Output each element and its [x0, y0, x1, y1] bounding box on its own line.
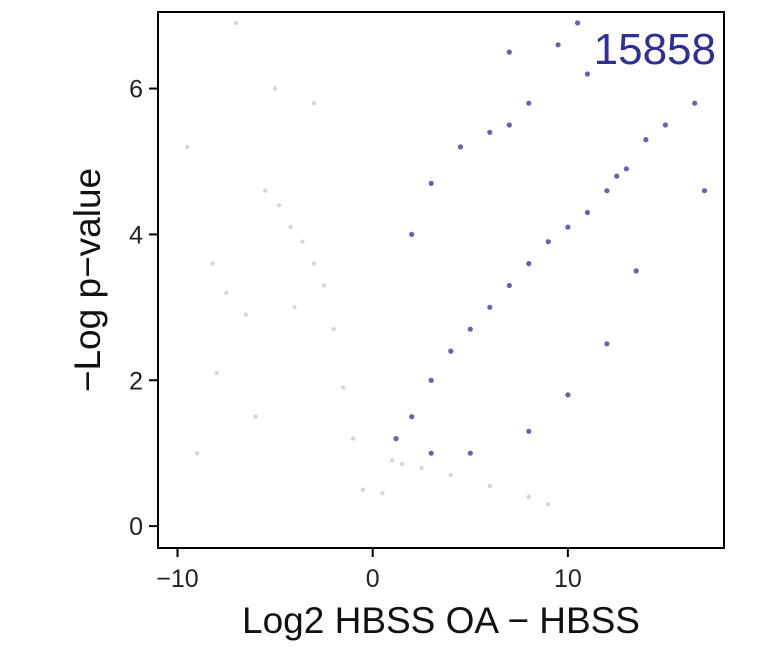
significant-point [584, 71, 591, 77]
scatter-points [185, 20, 708, 507]
nonsignificant-point [214, 370, 219, 376]
significant-point [487, 304, 493, 310]
y-axis-label: −Log p−value [67, 168, 108, 392]
significant-point [467, 326, 473, 332]
y-tick-label: 0 [129, 513, 143, 541]
y-tick-label: 4 [129, 221, 143, 249]
significant-point [565, 392, 571, 398]
y-tick-label: 2 [129, 367, 143, 395]
significant-point [633, 268, 639, 274]
significant-point [487, 129, 493, 135]
y-tick-label: 6 [129, 76, 143, 104]
significant-point [614, 173, 620, 179]
nonsignificant-point [311, 101, 317, 106]
significant-point [506, 49, 512, 55]
x-tick-label: 0 [366, 565, 380, 593]
significant-count-label: 15858 [594, 25, 716, 74]
nonsignificant-point [253, 414, 258, 419]
significant-point [467, 450, 473, 456]
nonsignificant-point [341, 385, 346, 390]
nonsignificant-point [448, 472, 453, 478]
nonsignificant-point [272, 86, 278, 91]
nonsignificant-point [243, 312, 248, 317]
nonsignificant-point [224, 290, 229, 295]
nonsignificant-point [300, 239, 305, 244]
x-tick-label: −10 [156, 565, 198, 593]
significant-point [575, 20, 581, 26]
significant-point [604, 188, 610, 194]
significant-point [662, 122, 669, 128]
significant-point [555, 42, 561, 48]
nonsignificant-point [233, 20, 239, 26]
nonsignificant-point [210, 261, 215, 266]
significant-point [428, 180, 434, 186]
nonsignificant-point [311, 261, 317, 266]
significant-point [526, 428, 532, 434]
x-tick-label: 10 [554, 565, 582, 593]
significant-point [448, 348, 454, 354]
nonsignificant-point [399, 461, 405, 467]
nonsignificant-point [546, 502, 551, 507]
significant-point [623, 166, 630, 172]
significant-point [545, 239, 551, 245]
nonsignificant-point [419, 465, 424, 470]
significant-point [526, 261, 532, 267]
significant-point [457, 144, 464, 150]
nonsignificant-point [194, 451, 200, 456]
nonsignificant-point [380, 491, 385, 496]
nonsignificant-point [292, 305, 297, 310]
nonsignificant-point [263, 188, 268, 193]
nonsignificant-point [331, 327, 336, 332]
nonsignificant-point [185, 144, 190, 150]
significant-point [565, 224, 571, 230]
significant-point [643, 137, 649, 143]
significant-point [526, 100, 532, 106]
x-axis-label: Log2 HBSS OA − HBSS [242, 600, 640, 641]
nonsignificant-point [487, 483, 492, 489]
nonsignificant-point [321, 283, 327, 288]
significant-point [428, 377, 434, 383]
significant-point [409, 414, 415, 420]
plot-frame [157, 11, 725, 549]
significant-point [428, 450, 434, 456]
nonsignificant-point [276, 203, 282, 208]
nonsignificant-point [288, 224, 293, 230]
significant-point [692, 100, 698, 106]
axis-ticks: −10 0 10 0 2 4 6 [129, 76, 582, 593]
significant-point [393, 436, 399, 442]
nonsignificant-point [390, 458, 395, 463]
significant-point [604, 341, 610, 347]
nonsignificant-point [351, 436, 356, 441]
significant-point [584, 209, 591, 216]
significant-point [409, 231, 415, 237]
significant-point [506, 282, 512, 289]
nonsignificant-point [360, 487, 366, 492]
nonsignificant-point [526, 494, 531, 500]
significant-point [506, 122, 512, 128]
significant-point [701, 188, 708, 194]
